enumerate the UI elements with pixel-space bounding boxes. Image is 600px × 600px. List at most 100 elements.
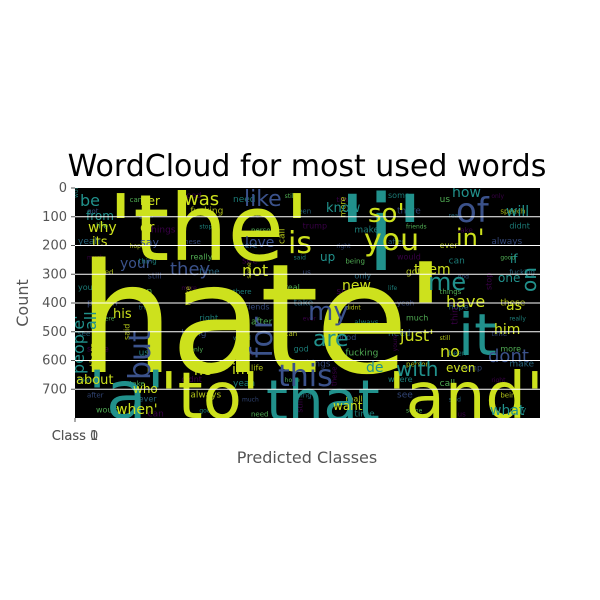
cloud-word-small: take: [130, 380, 145, 388]
cloud-word: no: [440, 342, 460, 361]
cloud-word-small: only: [190, 346, 203, 353]
cloud-word: like: [244, 187, 282, 212]
cloud-word-small: still: [296, 399, 305, 413]
cloud-word-small: good: [199, 408, 214, 415]
cloud-word: from: [86, 209, 114, 223]
cloud-word: your: [120, 256, 152, 272]
cloud-word: he': [194, 363, 215, 379]
cloud-word: not: [242, 261, 268, 280]
y-tick-label: 0: [59, 181, 67, 196]
cloud-word: in': [456, 224, 484, 252]
cloud-word-small: trump: [139, 304, 157, 311]
cloud-word: its: [92, 235, 108, 250]
cloud-word: 'i': [338, 173, 424, 295]
cloud-word-small: didnt: [509, 222, 530, 231]
y-tick-label: 400: [42, 296, 67, 311]
cloud-word-small: after: [87, 391, 104, 399]
cloud-word-small: always: [354, 319, 378, 327]
cloud-word: have: [446, 292, 485, 311]
cloud-word-small: yeah: [233, 379, 255, 389]
cloud-word-small: been: [449, 349, 467, 357]
cloud-word-small: only: [354, 272, 371, 281]
cloud-word-small: always: [491, 237, 522, 247]
cloud-word-small: some: [87, 344, 109, 353]
y-tick-label: 300: [42, 267, 67, 282]
cloud-word-small: friends: [406, 224, 427, 231]
cloud-word-small: still: [440, 335, 451, 342]
cloud-word-small: would: [233, 335, 251, 342]
cloud-word-small: time: [491, 330, 507, 338]
cloud-word-small: more: [500, 344, 521, 353]
cloud-word: him: [494, 322, 520, 338]
cloud-word: up: [320, 250, 335, 264]
cloud-word-small: make: [354, 226, 379, 236]
cloud-word-small: being: [345, 257, 365, 265]
cloud-word-small: youre: [392, 334, 399, 351]
cloud-word: new: [342, 278, 371, 294]
cloud-word-small: make: [509, 360, 534, 370]
cloud-word-small: got: [242, 349, 254, 357]
cloud-word: of: [456, 191, 490, 231]
cloud-word-small: need: [251, 411, 269, 419]
cloud-word-small: much: [87, 254, 104, 261]
cloud-word: as: [506, 298, 522, 314]
cloud-word-small: didnt: [181, 375, 202, 384]
cloud-word-small: things: [148, 226, 176, 236]
cloud-word: this: [278, 359, 333, 394]
cloud-word: me: [428, 268, 466, 296]
cloud-word-small: see: [78, 330, 90, 338]
cloud-word-small: life: [96, 222, 108, 231]
cloud-word-small: been: [294, 207, 312, 215]
cloud-word-small: really: [190, 252, 212, 261]
cloud-word: that: [266, 369, 380, 434]
cloud-word-small: didnt: [345, 304, 361, 311]
cloud-word-small: us: [139, 348, 150, 358]
cloud-word-small: trump: [458, 364, 482, 373]
cloud-word-small: got: [87, 207, 99, 215]
y-axis-ticks: 0 100 200 300 400 500 600 700: [42, 181, 75, 397]
cloud-word-small: would: [73, 180, 80, 198]
cloud-word-small: after: [388, 238, 405, 246]
cloud-word-small: thing: [451, 302, 461, 325]
cloud-word-small: us: [303, 269, 311, 277]
cloud-word-small: see: [242, 256, 258, 266]
cloud-word-small: much: [242, 396, 259, 403]
cloud-word-small: there: [233, 288, 252, 296]
cloud-word: why: [88, 220, 117, 236]
cloud-word: when': [116, 402, 158, 418]
cloud-word-small: need: [233, 195, 256, 205]
cloud-word-small: good: [500, 254, 515, 261]
cloud-word: hate': [78, 231, 442, 408]
cloud-word: want: [333, 399, 363, 413]
cloud-word-small: said: [294, 254, 306, 261]
cloud-word-small: us: [440, 195, 451, 205]
cloud-word: is: [288, 226, 312, 261]
cloud-word-small: god: [139, 210, 154, 219]
cloud-word: will: [506, 204, 529, 220]
x-tick-label: Class 0: [52, 429, 99, 444]
cloud-word-small: some: [246, 262, 253, 279]
cloud-word: one: [498, 271, 520, 285]
cloud-word-small: stop: [199, 224, 212, 231]
cloud-word-small: some: [388, 191, 410, 200]
cloud-word-small: things: [440, 288, 462, 296]
cloud-word-small: real: [449, 212, 461, 219]
cloud-word-small: call: [440, 379, 455, 389]
cloud-word: about: [76, 373, 114, 388]
cloud-word: if: [510, 252, 518, 266]
cloud-word: you: [364, 223, 419, 258]
cloud-word: they: [170, 259, 211, 280]
cloud-word: it: [458, 301, 497, 369]
y-tick-label: 700: [42, 382, 67, 397]
cloud-word: what: [490, 403, 525, 419]
y-tick-label: 100: [42, 210, 67, 225]
cloud-word-small: speech: [500, 207, 525, 215]
y-tick-label: 500: [42, 325, 67, 340]
cloud-word: his: [113, 307, 132, 322]
cloud-word-small: where: [96, 316, 115, 323]
x-tick-label: Class 1: [52, 429, 99, 444]
cloud-word-small: can: [130, 196, 143, 204]
